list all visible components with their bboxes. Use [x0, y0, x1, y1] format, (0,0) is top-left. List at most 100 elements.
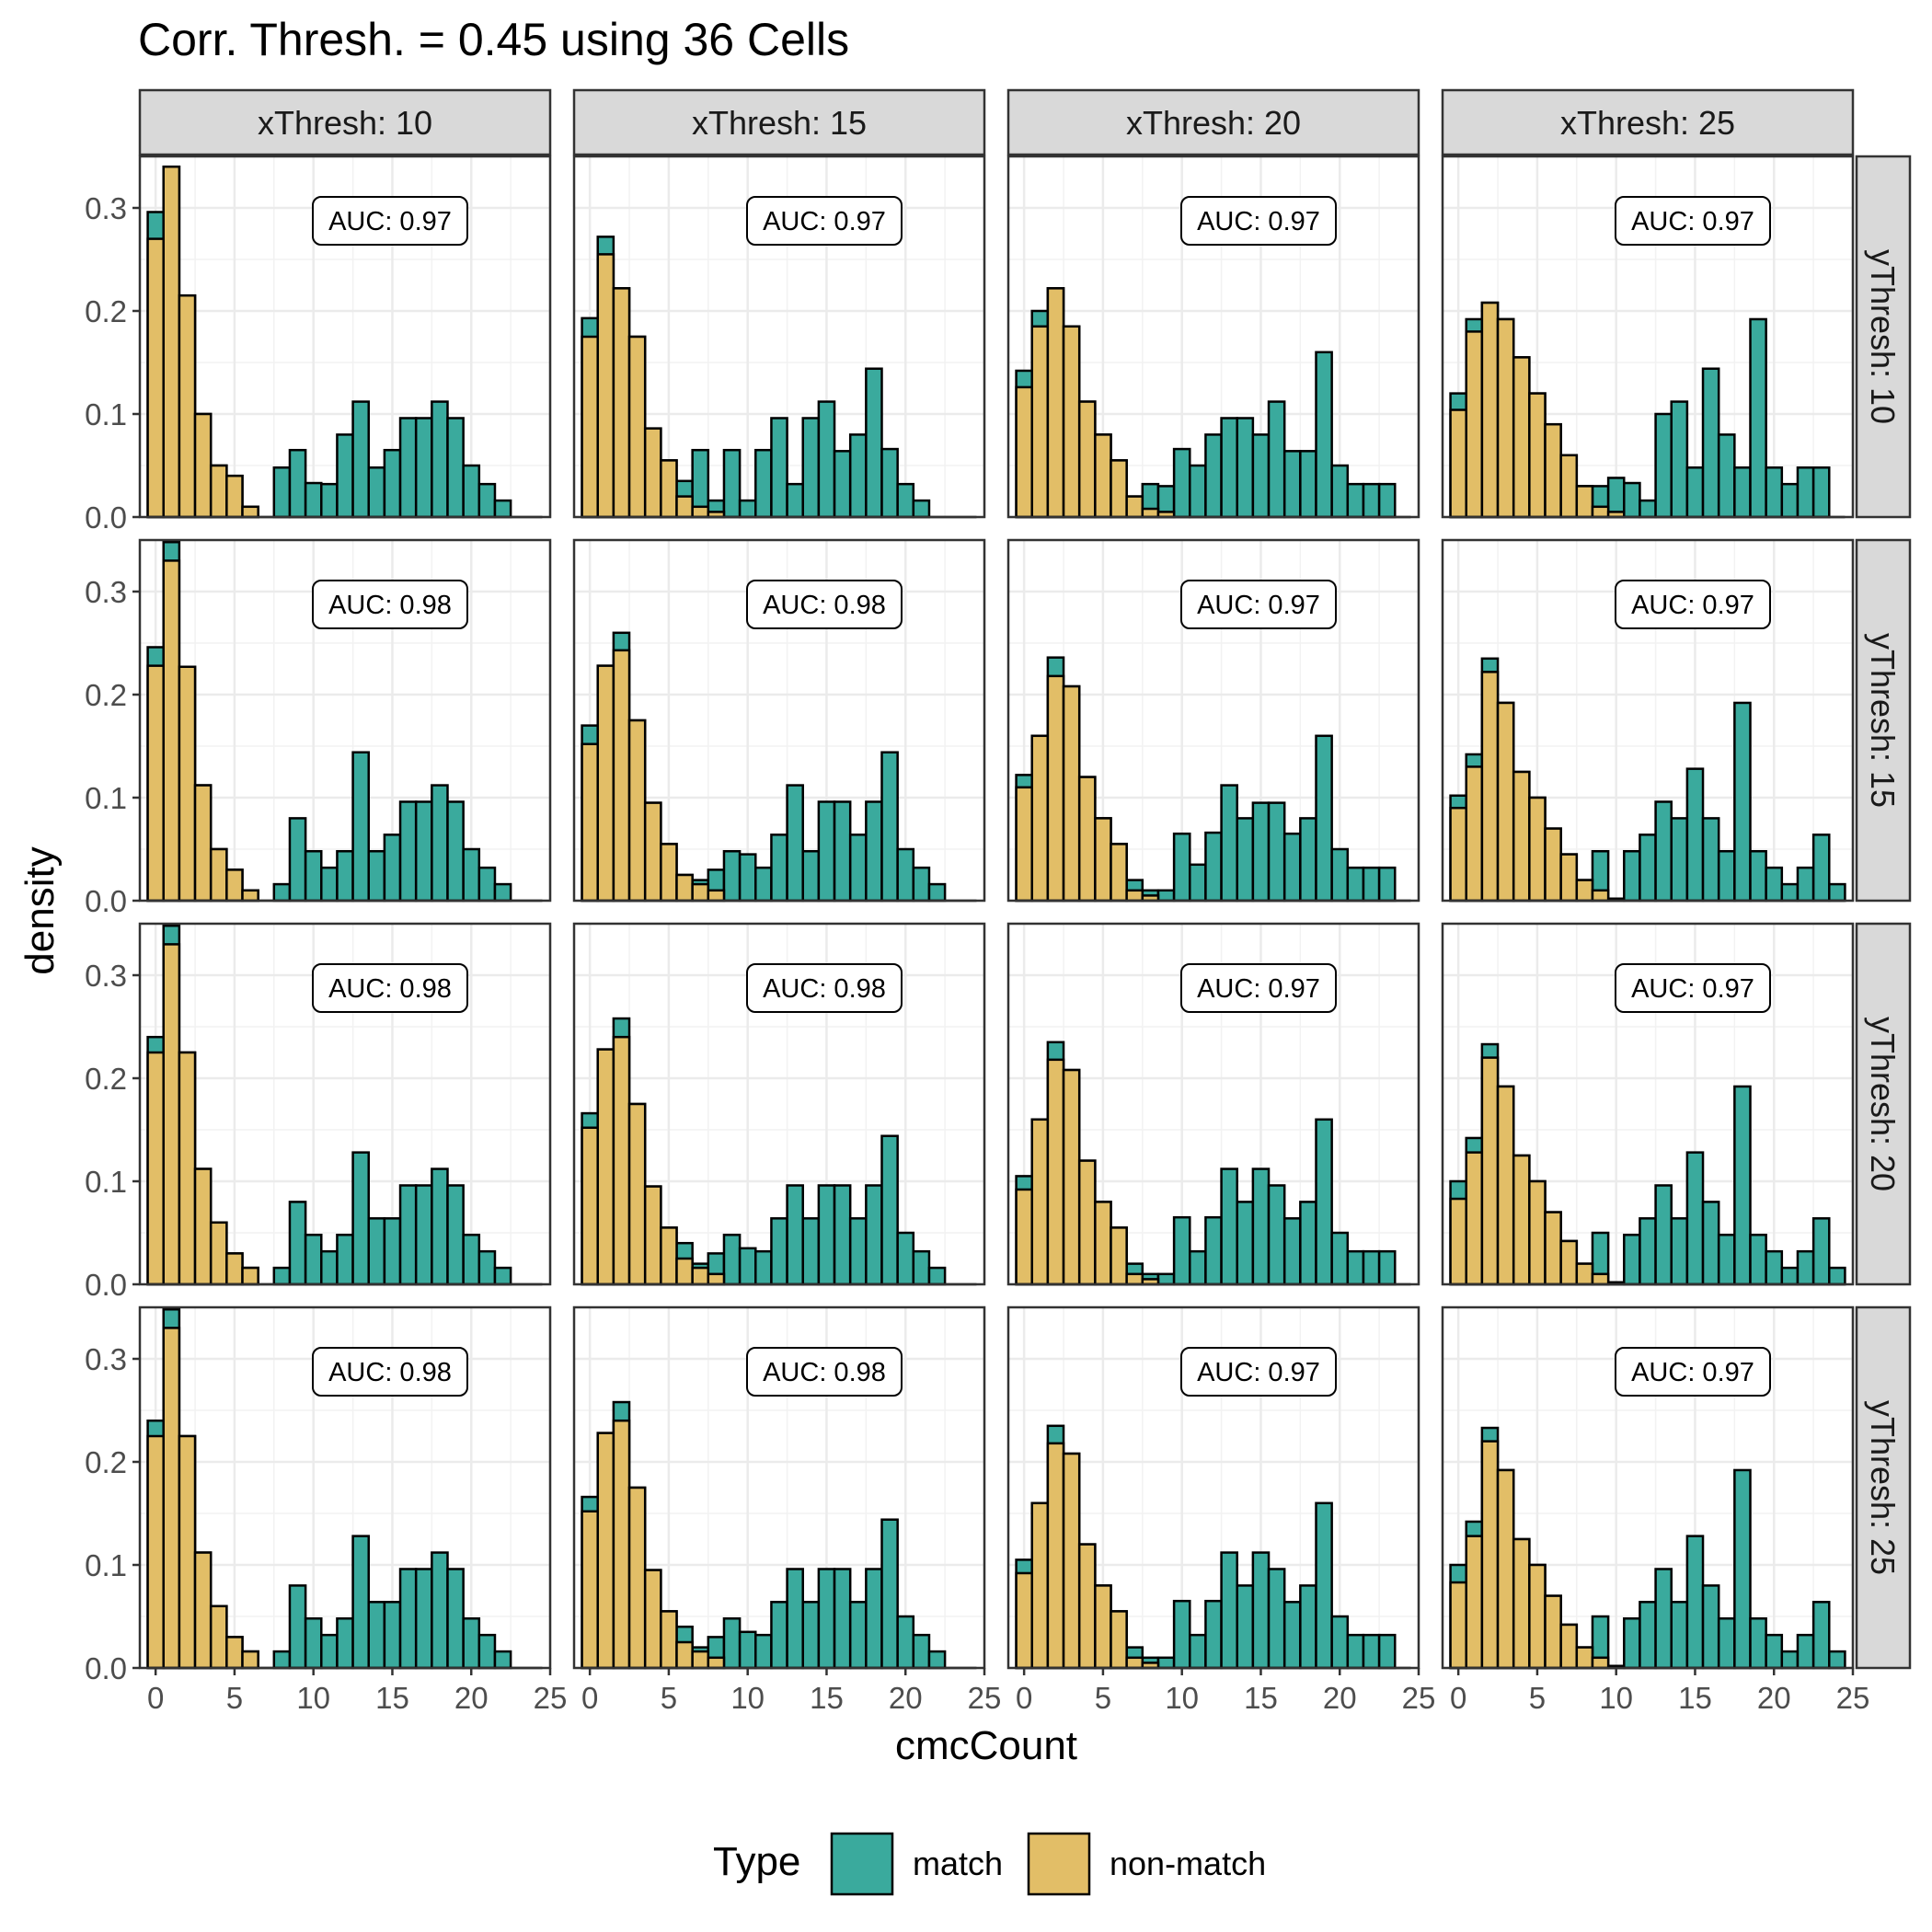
bar-match	[880, 447, 899, 519]
row-strip	[1855, 1305, 1912, 1670]
bar-match	[1346, 1249, 1365, 1286]
x-tick-label: 0	[1450, 1681, 1466, 1715]
bar-match	[462, 847, 481, 903]
bar-match	[288, 1201, 307, 1286]
bar-non-match	[225, 1636, 244, 1670]
x-tick-label: 5	[226, 1681, 243, 1715]
column-strip-label: xThresh: 20	[1126, 104, 1301, 142]
bar-non-match	[241, 1266, 259, 1286]
bar-non-match	[1528, 1563, 1547, 1670]
bar-match	[320, 482, 339, 519]
panel-border	[138, 1305, 552, 1670]
facet-panel: AUC: 0.98	[572, 922, 986, 1286]
bar-non-match	[1528, 392, 1547, 519]
bar-non-match	[627, 1486, 647, 1670]
bar-match	[398, 1184, 418, 1286]
facet-panel: AUC: 0.97 0 5 10 15 20 25	[1006, 1305, 1435, 1715]
bar-match	[817, 1568, 836, 1670]
bar-match	[833, 450, 852, 519]
bar-match	[1251, 1167, 1271, 1286]
facet-panel: AUC: 0.98	[572, 538, 986, 903]
bar-match	[848, 433, 868, 519]
auc-label: AUC: 0.97	[1197, 591, 1320, 620]
bar-match	[1749, 1616, 1767, 1670]
bar-match	[398, 800, 418, 903]
facet-panel: AUC: 0.97	[1006, 922, 1420, 1286]
bar-match	[1780, 1650, 1800, 1670]
bar-match	[1299, 1201, 1317, 1286]
x-tick-label: 10	[1599, 1681, 1633, 1715]
bar-match	[927, 1266, 947, 1286]
bar-match	[833, 1568, 852, 1670]
bar-non-match	[627, 335, 647, 519]
bar-match	[833, 1184, 852, 1286]
x-tick-label: 15	[375, 1681, 409, 1715]
bar-non-match	[1575, 1262, 1594, 1286]
bar-match	[1749, 317, 1767, 519]
x-tick-label: 20	[889, 1681, 923, 1715]
x-tick-label: 5	[1095, 1681, 1111, 1715]
facet-panel: AUC: 0.97 0 5 10 15 20 25	[1441, 1305, 1869, 1715]
bar-match	[912, 1633, 931, 1670]
legend-key-match	[830, 1832, 894, 1896]
bar-match	[1267, 400, 1286, 519]
panel-border	[138, 922, 552, 1286]
auc-label: AUC: 0.97	[763, 207, 886, 236]
auc-label-box	[1180, 196, 1337, 246]
bar-match	[446, 1184, 465, 1286]
bar-match	[1315, 1118, 1333, 1286]
bar-non-match	[691, 1266, 710, 1286]
bar-non-match	[1480, 301, 1500, 519]
bar-non-match	[1512, 1154, 1531, 1286]
bar-match	[304, 1233, 323, 1286]
bar-match	[351, 1535, 370, 1670]
auc-label-box	[1615, 1347, 1771, 1397]
bar-non-match	[241, 1650, 259, 1670]
bar-match	[1299, 1584, 1317, 1670]
bar-match	[1780, 1266, 1800, 1286]
bar-match	[367, 1601, 386, 1670]
bar-match	[1623, 1616, 1641, 1670]
bar-match	[912, 1249, 931, 1286]
x-tick-label: 20	[454, 1681, 489, 1715]
bar-match	[1733, 466, 1752, 519]
x-tick-label: 25	[968, 1681, 1002, 1715]
bar-match	[336, 433, 354, 519]
bar-non-match	[193, 412, 213, 519]
bar-match	[1670, 400, 1689, 519]
bar-match	[1189, 863, 1207, 903]
auc-label: AUC: 0.97	[1631, 974, 1754, 1004]
bar-match	[1623, 1233, 1641, 1286]
bar-match	[336, 1616, 354, 1670]
bar-match	[1156, 1272, 1176, 1286]
facet-panel: AUC: 0.98 0.0 0.1 0.2 0.3 0 5 10 15 20 25	[85, 1305, 567, 1715]
column-strip	[1441, 88, 1855, 156]
bar-match	[1670, 1217, 1689, 1286]
bar-non-match	[1077, 1543, 1097, 1670]
bar-match	[1156, 1656, 1176, 1670]
bar-match	[865, 367, 883, 519]
x-tick-label: 10	[730, 1681, 765, 1715]
facet-panel: AUC: 0.97	[1441, 538, 1855, 903]
panel-border	[1441, 922, 1855, 1286]
bar-match	[1685, 466, 1705, 519]
y-tick-label: 0.0	[85, 884, 127, 918]
bar-non-match	[596, 664, 615, 903]
bar-match	[738, 1630, 757, 1670]
bar-match	[1654, 800, 1673, 903]
y-tick-label: 0.3	[85, 959, 127, 993]
bar-match	[1828, 882, 1846, 903]
bar-match	[1156, 889, 1176, 903]
bar-match	[912, 866, 931, 903]
bar-non-match	[1591, 1272, 1610, 1286]
bar-match	[493, 1650, 512, 1670]
bar-match	[1172, 1599, 1191, 1670]
bar-non-match	[1496, 317, 1515, 519]
bar-match	[927, 882, 947, 903]
legend-label-non-match: non-match	[1110, 1845, 1266, 1882]
bar-non-match	[1480, 1440, 1500, 1670]
bar-match	[351, 1151, 370, 1286]
bar-match	[272, 1650, 292, 1670]
bar-match	[1189, 1633, 1207, 1670]
bar-match	[1811, 466, 1831, 519]
